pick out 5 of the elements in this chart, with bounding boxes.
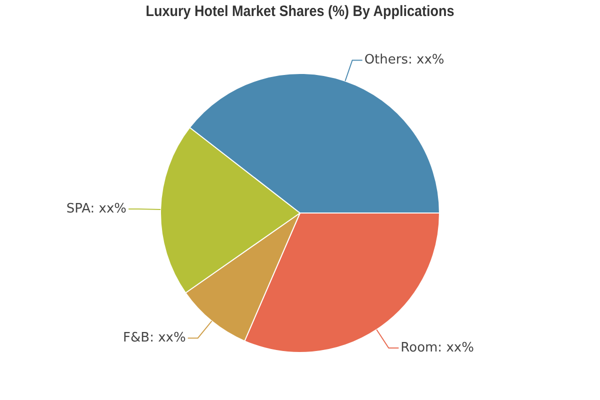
slice-label: Others: xx% xyxy=(364,52,444,68)
slice-label: Room: xx% xyxy=(400,340,474,356)
slice-label: F&B: xx% xyxy=(123,330,186,346)
chart-title: Luxury Hotel Market Shares (%) By Applications xyxy=(144,3,456,20)
slice-label: SPA: xx% xyxy=(66,201,127,216)
